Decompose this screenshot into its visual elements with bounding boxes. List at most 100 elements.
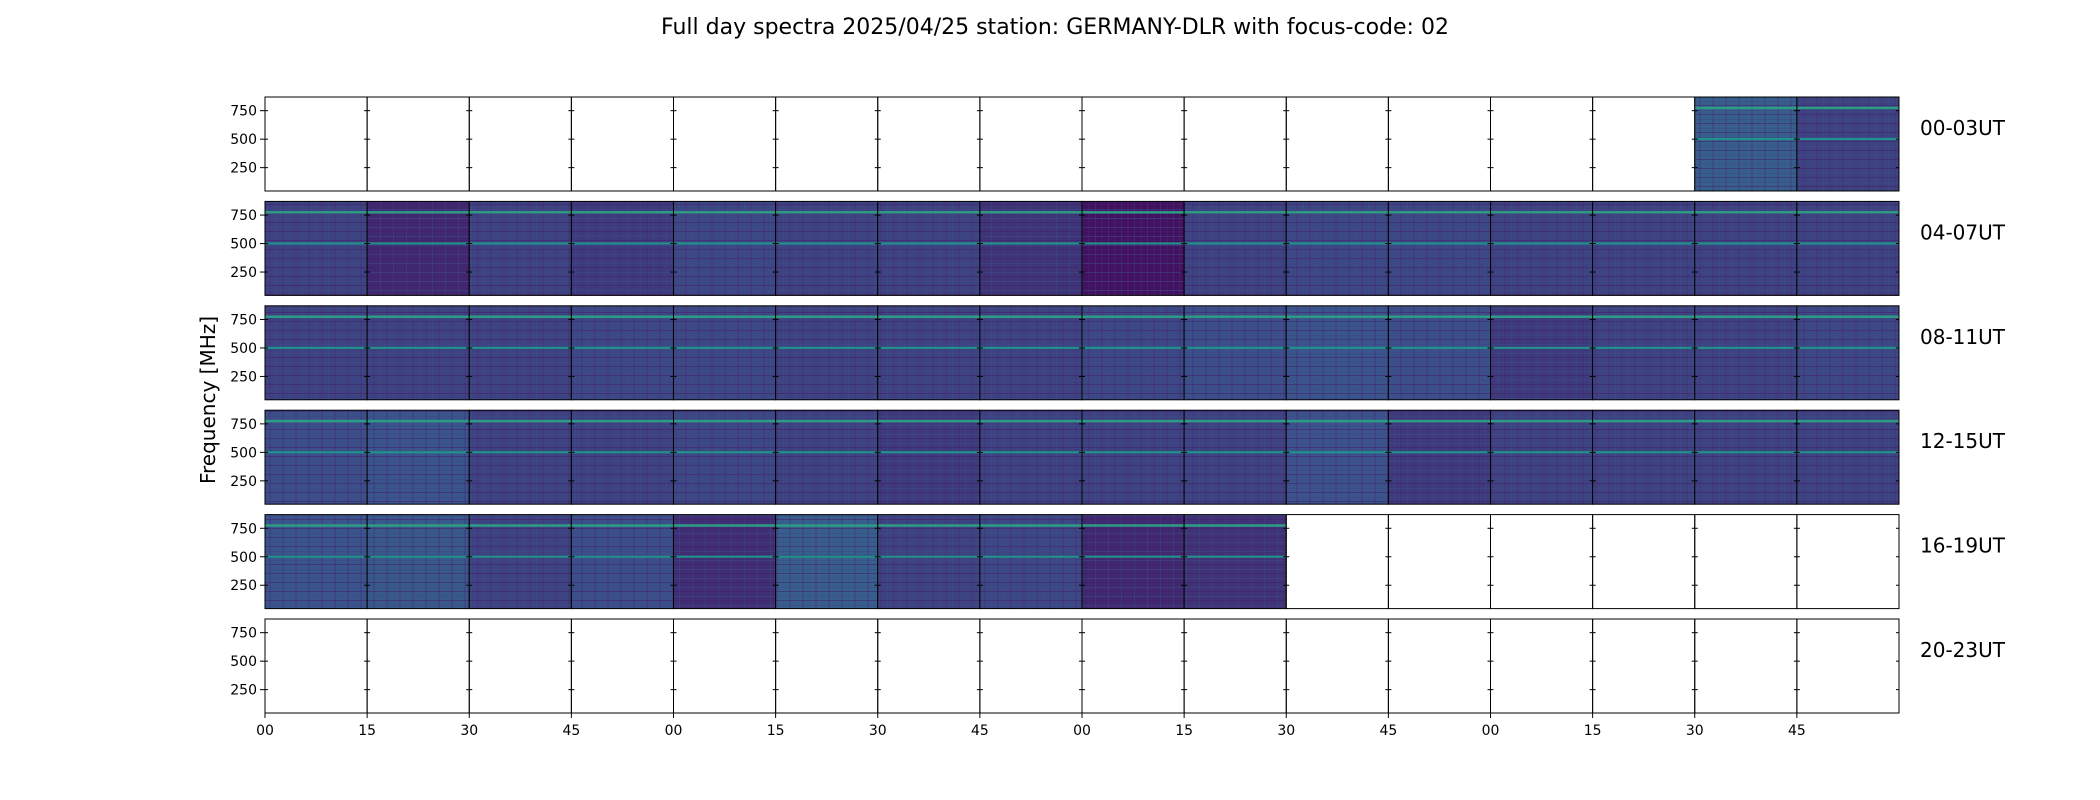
spectrum-texture bbox=[1592, 201, 1695, 296]
spectrum-texture bbox=[367, 201, 470, 296]
band-500mhz bbox=[469, 451, 572, 454]
band-750mhz bbox=[775, 524, 878, 527]
y-tick-label: 750 bbox=[230, 312, 257, 328]
band-500mhz bbox=[1388, 242, 1491, 245]
band-750mhz bbox=[469, 419, 572, 423]
panel-frame bbox=[264, 618, 368, 714]
spectrum-texture bbox=[979, 201, 1082, 296]
band-750mhz bbox=[673, 315, 776, 318]
panel-frame bbox=[570, 618, 674, 714]
panel-frame bbox=[979, 96, 1083, 192]
band-750mhz bbox=[1592, 315, 1695, 318]
band-750mhz bbox=[367, 315, 470, 318]
band-750mhz bbox=[367, 211, 470, 214]
panel-frame bbox=[1796, 96, 1900, 192]
spectrum-texture bbox=[877, 410, 980, 505]
band-750mhz bbox=[775, 419, 878, 423]
spectrum-texture bbox=[1286, 410, 1389, 505]
band-500mhz bbox=[571, 451, 674, 454]
spectrum-texture bbox=[1184, 514, 1287, 609]
y-tick-label: 250 bbox=[230, 369, 257, 385]
spectrum-texture bbox=[265, 201, 368, 296]
band-750mhz bbox=[469, 524, 572, 527]
band-750mhz bbox=[1286, 419, 1389, 423]
band-500mhz bbox=[1388, 451, 1491, 454]
band-750mhz bbox=[571, 315, 674, 318]
row-label: 04-07UT bbox=[1920, 220, 2006, 244]
panel-frame bbox=[673, 618, 777, 714]
band-500mhz bbox=[979, 242, 1082, 245]
y-tick-label: 250 bbox=[230, 265, 257, 281]
panel-frame bbox=[1592, 96, 1696, 192]
band-750mhz bbox=[1388, 419, 1491, 423]
band-500mhz bbox=[1796, 137, 1899, 141]
y-tick-label: 250 bbox=[230, 161, 257, 177]
panel-frame bbox=[366, 96, 470, 192]
panel-frame bbox=[366, 618, 470, 714]
panel-frame bbox=[1081, 618, 1185, 714]
band-500mhz bbox=[1490, 346, 1593, 349]
band-500mhz bbox=[1286, 451, 1389, 454]
spectra-grid: 250 500 750 00-03UT 250 500 750 04-07UT 250 500 75… bbox=[230, 96, 2006, 714]
band-500mhz bbox=[469, 242, 572, 245]
band-750mhz bbox=[1082, 211, 1185, 214]
panel-frame bbox=[775, 96, 879, 192]
panel-frame bbox=[1285, 618, 1389, 714]
band-750mhz bbox=[979, 524, 1082, 527]
band-500mhz bbox=[1796, 242, 1899, 245]
panel-frame bbox=[1796, 618, 1900, 714]
band-500mhz bbox=[877, 242, 980, 245]
band-500mhz bbox=[979, 346, 1082, 349]
row-label: 16-19UT bbox=[1920, 534, 2006, 558]
band-500mhz bbox=[571, 555, 674, 558]
y-tick-label: 500 bbox=[230, 550, 257, 566]
band-750mhz bbox=[1592, 419, 1695, 423]
panel-frame bbox=[1183, 618, 1287, 714]
panel-frame bbox=[1796, 409, 1900, 505]
band-500mhz bbox=[775, 346, 878, 349]
band-750mhz bbox=[979, 211, 1082, 214]
panel-frame bbox=[1387, 514, 1491, 610]
band-500mhz bbox=[1490, 242, 1593, 245]
band-500mhz bbox=[673, 242, 776, 245]
band-750mhz bbox=[673, 524, 776, 527]
band-750mhz bbox=[1082, 315, 1185, 318]
spectrum-texture bbox=[1490, 201, 1593, 296]
spectrum-texture bbox=[673, 410, 776, 505]
spectrum-texture bbox=[877, 514, 980, 609]
band-500mhz bbox=[367, 555, 470, 558]
y-tick-label: 500 bbox=[230, 654, 257, 670]
band-500mhz bbox=[469, 555, 572, 558]
spectrum-texture bbox=[265, 514, 368, 609]
panel-frame bbox=[1285, 96, 1389, 192]
spectrum-texture bbox=[1082, 201, 1185, 296]
band-750mhz bbox=[673, 419, 776, 423]
band-750mhz bbox=[265, 315, 368, 318]
band-500mhz bbox=[1490, 451, 1593, 454]
band-500mhz bbox=[877, 451, 980, 454]
spectrum-texture bbox=[1592, 410, 1695, 505]
band-500mhz bbox=[673, 346, 776, 349]
band-750mhz bbox=[979, 315, 1082, 318]
panel-frame bbox=[877, 618, 981, 714]
spectrum-texture bbox=[469, 305, 572, 400]
x-tick-label: 15 bbox=[767, 723, 785, 739]
spectrum-texture bbox=[571, 410, 674, 505]
band-750mhz bbox=[1796, 106, 1899, 110]
spectrum-texture bbox=[1796, 201, 1899, 296]
x-tick-label: 30 bbox=[869, 723, 887, 739]
panel-frame bbox=[1081, 96, 1185, 192]
band-750mhz bbox=[265, 524, 368, 527]
spectrum-texture bbox=[1694, 410, 1797, 505]
panel-frame bbox=[673, 96, 777, 192]
band-500mhz bbox=[1286, 242, 1389, 245]
spectra-row: 250 500 750 20-23UT bbox=[230, 618, 2006, 714]
band-750mhz bbox=[877, 524, 980, 527]
panel-frame bbox=[1183, 96, 1287, 192]
row-label: 08-11UT bbox=[1920, 325, 2006, 349]
spectrum-texture bbox=[1388, 410, 1491, 505]
spectra-row: 250 500 750 08-11UT bbox=[230, 305, 2006, 401]
spectrum-texture bbox=[1388, 201, 1491, 296]
band-500mhz bbox=[265, 346, 368, 349]
band-500mhz bbox=[775, 451, 878, 454]
